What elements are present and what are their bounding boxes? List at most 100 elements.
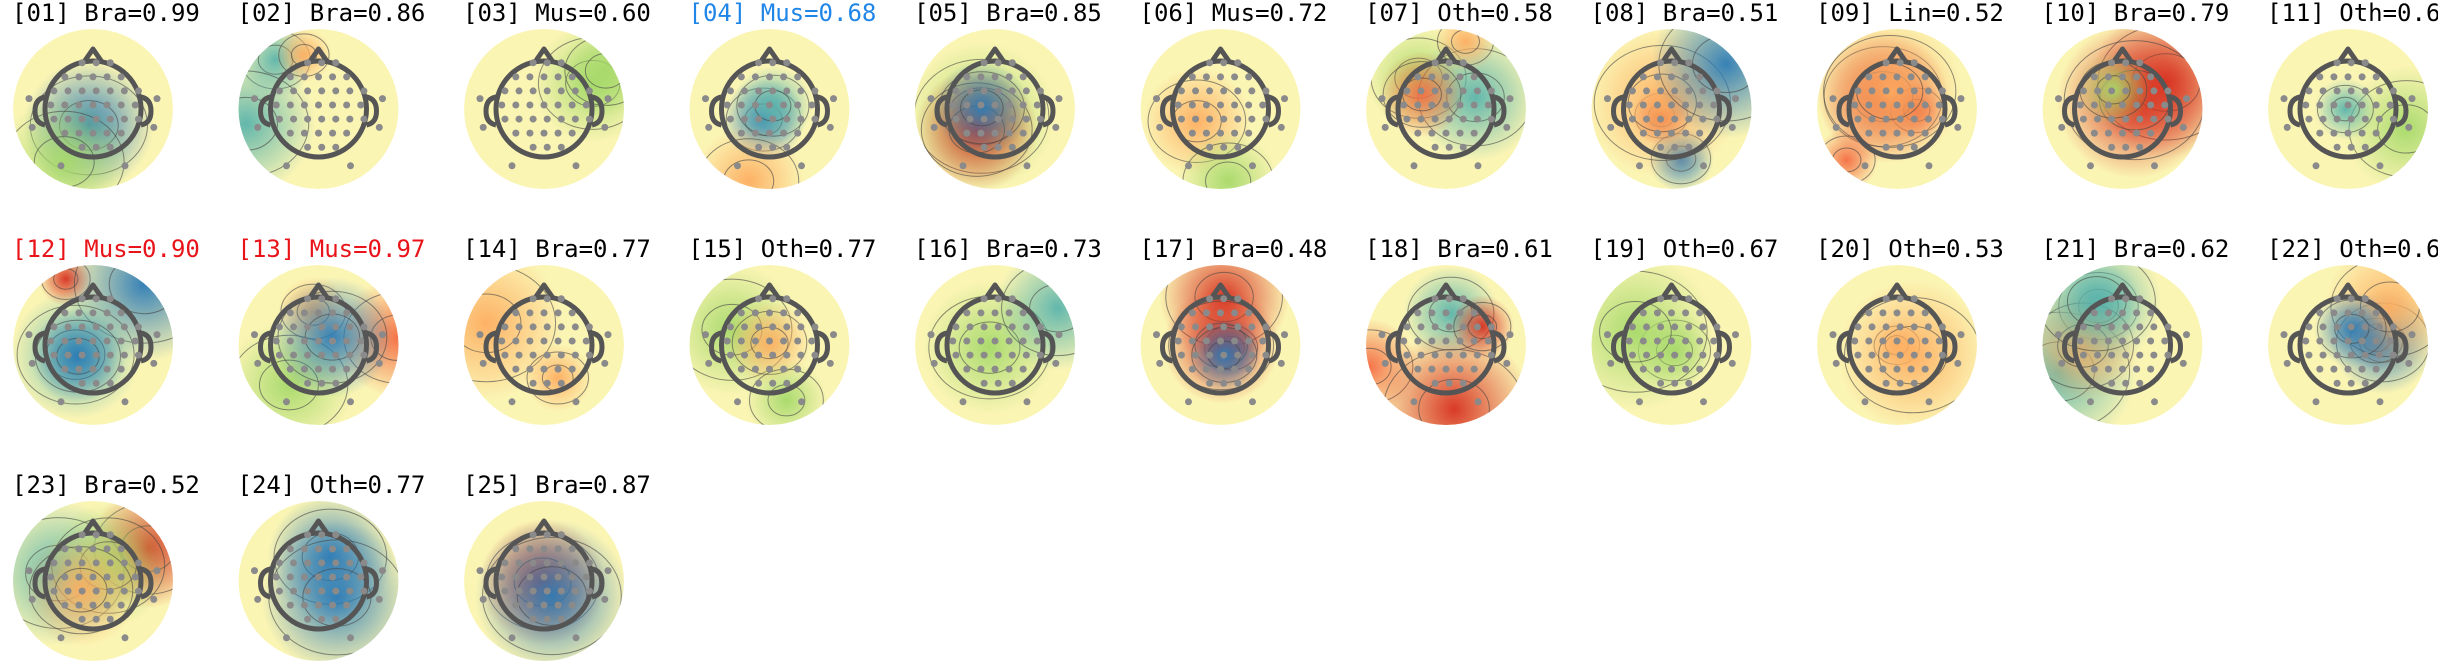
electrode [89,337,97,345]
electrode [300,545,308,553]
electrode [78,143,86,151]
electrode [332,351,340,359]
electrode [329,573,337,581]
electrode [2358,309,2366,317]
nose [1209,46,1232,64]
nose [2336,46,2360,64]
electrode [512,129,520,137]
electrode [92,351,100,359]
electrode [131,573,139,581]
nose [532,46,556,64]
electrode [501,87,509,95]
electrode [1882,379,1890,387]
electrode [2283,123,2291,131]
electrode [1456,365,1464,373]
electrode [2133,101,2141,109]
electrode [2079,115,2087,123]
electrode [1882,143,1890,151]
electrode [1400,337,1408,345]
electrode [2347,323,2355,331]
ear [1493,94,1507,128]
head [493,58,595,160]
electrode [1248,87,1256,95]
head [493,294,595,396]
electrode [304,295,312,303]
electrode [1910,143,1918,151]
electrode [1657,379,1665,387]
electrode [476,95,484,103]
electrode [64,351,72,359]
electrode [540,573,548,581]
electrode [2358,101,2366,109]
electrode [1604,331,1611,339]
component-title: [15] Oth=0.77 [689,235,877,263]
electrode [1682,337,1690,345]
electrode [2344,101,2352,109]
electrode [1865,365,1873,373]
component-title: [14] Bra=0.77 [463,235,651,263]
electrode [332,59,340,67]
electrode [318,143,326,151]
electrode [723,101,731,109]
electrode [1410,162,1418,170]
electrode [1431,295,1439,303]
electrode [92,87,100,95]
electrode [1636,162,1643,170]
component-title: [17] Bra=0.48 [1140,235,1328,263]
electrode [304,351,312,359]
nose [1885,282,1909,300]
electrode [2372,73,2380,81]
electrode [78,531,86,539]
topomap-blob [1817,128,1879,189]
electrode [797,323,805,331]
electrode [526,601,534,609]
topomap [1817,29,1977,189]
ear [483,330,497,364]
electrode [50,587,58,595]
electrode [315,601,322,609]
electrode [980,59,988,67]
electrode [25,95,33,103]
electrode [2347,115,2355,123]
electrode [991,365,999,373]
electrode [78,587,86,595]
electrode [2305,115,2313,123]
electrode [1019,337,1027,345]
ear [365,330,380,364]
electrode [1473,87,1481,95]
electrode [726,351,734,359]
electrode [571,115,579,123]
component-title: [12] Mus=0.90 [12,235,200,263]
electrode [1220,115,1228,123]
electrode [332,559,340,567]
nose [983,282,1007,300]
electrode [568,309,576,317]
electrode [346,587,354,595]
electrode [304,143,312,151]
electrode [1879,73,1887,81]
electrode [723,337,731,345]
ear [32,94,46,128]
electrode [117,129,125,137]
ear [1267,94,1282,128]
electrode [117,101,125,109]
electrode [300,73,308,81]
electrode [755,143,763,151]
electrode [1231,309,1239,317]
electrode [1277,123,1285,131]
topomap [13,29,173,189]
electrode [1854,351,1862,359]
electrode [1259,337,1267,345]
electrode [780,129,788,137]
electrode [1217,337,1224,345]
electrode [1896,87,1904,95]
electrode [75,309,83,317]
electrode [1910,295,1918,303]
electrode [476,567,484,575]
electrode [2108,59,2116,67]
electrode [2164,87,2172,95]
electrode [2302,101,2310,109]
electrode [2087,398,2094,406]
electrode [1503,359,1511,367]
